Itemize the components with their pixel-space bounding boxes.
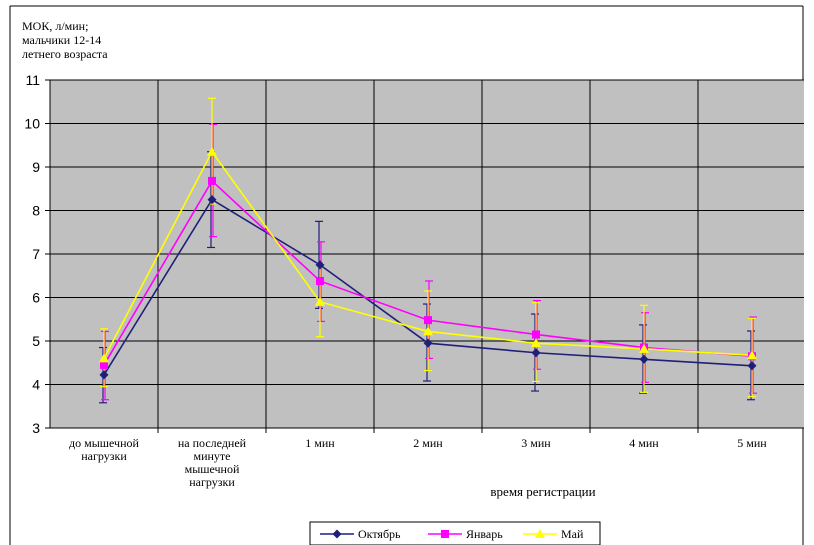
y-tick-label: 10 [24,116,40,132]
y-tick-label: 11 [25,72,40,88]
data-point [531,338,541,348]
y-axis-label-line-2: мальчики 12-14 [22,33,102,47]
x-tick-label: мышечной [185,462,240,476]
x-tick-label: 3 мин [521,436,551,450]
y-axis-label-line-3: летнего возраста [22,47,108,61]
legend-label: Январь [466,527,503,541]
x-tick-label: 2 мин [413,436,443,450]
data-point [207,195,217,205]
x-tick-label: нагрузки [189,475,235,489]
y-tick-label: 3 [32,420,40,436]
x-tick-label: 5 мин [737,436,767,450]
data-point [315,260,325,270]
data-point [639,343,649,353]
y-tick-label: 9 [32,159,40,175]
x-axis-label: время регистрации [490,484,595,499]
x-tick-label: минуте [193,449,230,463]
y-tick-label: 5 [32,333,40,349]
data-point [315,296,325,306]
data-point [532,330,540,339]
x-tick-label: 1 мин [305,436,335,450]
legend: Октябрь Январь Май [309,521,601,545]
x-tick-label: до мышечной [69,436,139,450]
data-point [747,350,757,360]
y-axis-label: МОК, л/мин; мальчики 12-14 летнего возра… [22,19,108,61]
y-tick-label: 4 [32,377,40,393]
data-point [423,326,433,336]
data-point [100,360,108,369]
data-point [208,176,216,185]
y-axis-label-line-1: МОК, л/мин; [22,19,89,33]
x-tick-label: 4 мин [629,436,659,450]
x-tick-label: на последней [178,436,247,450]
data-point [316,276,324,285]
legend-marker [535,529,545,538]
data-point [99,353,109,363]
legend-marker [332,529,342,539]
data-point [639,354,649,364]
y-tick-label: 8 [32,203,40,219]
y-tick-label: 7 [32,246,40,262]
legend-label: Октябрь [358,527,401,541]
data-point [747,361,757,371]
data-point [207,146,217,156]
data-point [99,370,109,380]
data-point [423,338,433,348]
legend-marker [441,530,449,538]
data-point [531,348,541,358]
y-tick-label: 6 [32,290,40,306]
data-point [424,316,432,325]
x-tick-label: нагрузки [81,449,127,463]
legend-label: Май [561,527,584,541]
